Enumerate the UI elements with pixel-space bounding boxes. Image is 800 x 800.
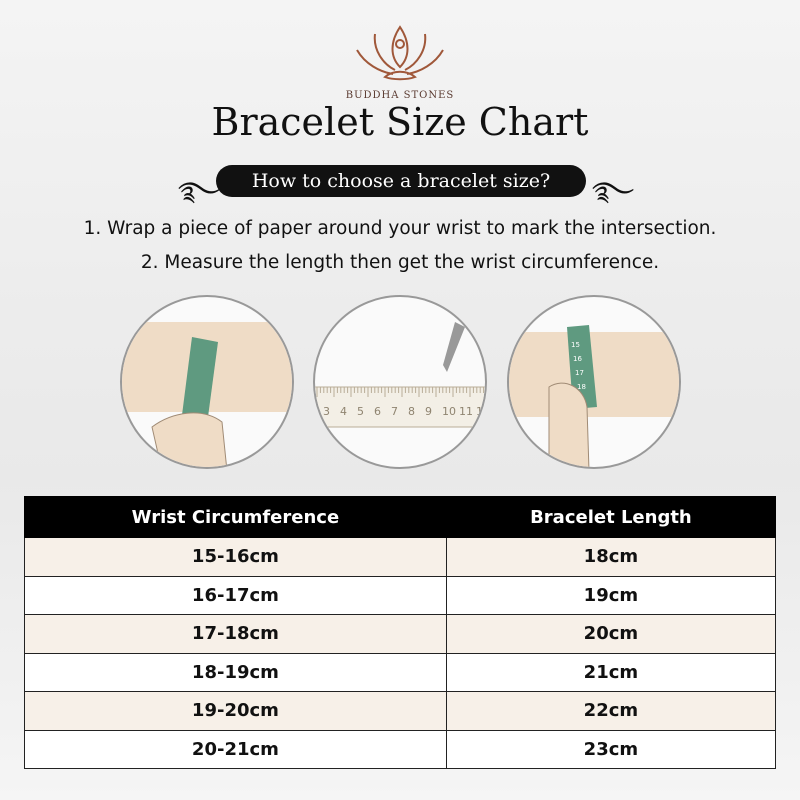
table-row: 18-19cm 21cm	[24, 652, 777, 692]
ruler-label: 5	[357, 405, 364, 418]
ruler-label: 4	[340, 405, 347, 418]
svg-text:15: 15	[571, 341, 580, 349]
table-row: 19-20cm 22cm	[24, 691, 777, 731]
brand-logo: BUDDHA STONES	[340, 22, 460, 101]
length-cell: 20cm	[445, 614, 777, 654]
brand-name: BUDDHA STONES	[345, 90, 455, 101]
table-row: 16-17cm 19cm	[24, 575, 777, 615]
wrist-cell: 16-17cm	[24, 575, 447, 615]
measure-wrist-illustration: 15 16 17 18	[507, 295, 681, 469]
table-row: 17-18cm 20cm	[24, 614, 777, 654]
size-table: Wrist Circumference Bracelet Length 15-1…	[24, 496, 777, 769]
header-bracelet-length: Bracelet Length	[445, 496, 777, 538]
step-1: 1. Wrap a piece of paper around your wri…	[83, 218, 717, 239]
ruler-label: 8	[408, 405, 415, 418]
length-cell: 19cm	[445, 575, 777, 615]
svg-text:17: 17	[575, 369, 584, 377]
table-row: 15-16cm 18cm	[24, 537, 777, 577]
step-2: 2. Measure the length then get the wrist…	[140, 252, 660, 273]
ruler-label: 11	[459, 405, 473, 418]
cloud-ornament-right-icon: ࿐	[592, 177, 635, 207]
table-row: 20-21cm 23cm	[24, 729, 777, 769]
wrist-cell: 19-20cm	[24, 691, 447, 731]
wrist-tape-image	[122, 322, 292, 467]
svg-text:18: 18	[577, 383, 586, 391]
length-cell: 18cm	[445, 537, 777, 577]
wrist-cell: 17-18cm	[24, 614, 447, 654]
length-cell: 23cm	[445, 729, 777, 769]
ruler-label: 9	[425, 405, 432, 418]
ruler-label: 6	[374, 405, 381, 418]
cloud-ornament-left-icon: ࿐	[178, 177, 221, 207]
header-wrist-circumference: Wrist Circumference	[24, 496, 447, 538]
wrist-cell: 20-21cm	[24, 729, 447, 769]
ruler-label: 12	[476, 405, 487, 418]
ruler-label: 7	[391, 405, 398, 418]
svg-text:16: 16	[573, 355, 582, 363]
subtitle-banner: How to choose a bracelet size?	[216, 165, 586, 197]
length-cell: 21cm	[445, 652, 777, 692]
wrist-cell: 15-16cm	[24, 537, 447, 577]
length-cell: 22cm	[445, 691, 777, 731]
ruler-label: 3	[323, 405, 330, 418]
measuring-tape-image: 15 16 17 18	[509, 325, 679, 467]
page-title: Bracelet Size Chart	[211, 100, 589, 144]
lotus-meditation-icon	[356, 25, 444, 81]
wrist-cell: 18-19cm	[24, 652, 447, 692]
wrap-wrist-illustration	[120, 295, 294, 469]
ruler-label: 10	[442, 405, 456, 418]
